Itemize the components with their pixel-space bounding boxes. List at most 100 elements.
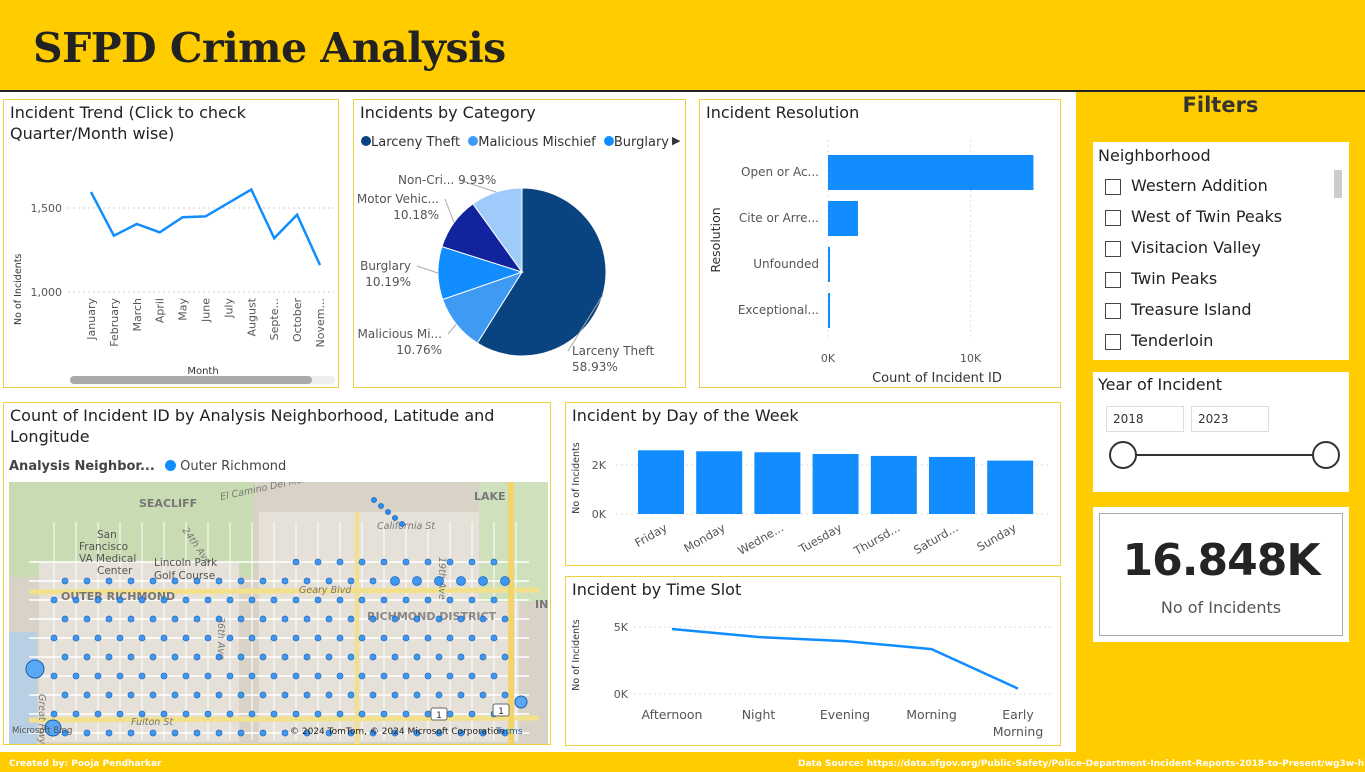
checkbox[interactable] [1105,302,1121,319]
neighborhood-option-label: Western Addition [1131,176,1268,195]
incident-dot [215,577,223,585]
resolution-bar [828,293,830,328]
incident-dot [83,691,91,699]
neighborhood-option[interactable]: Treasure Island [1105,299,1252,321]
year-slicer[interactable]: Year of Incident 2018 2023 [1093,372,1349,492]
incident-dot [490,634,498,642]
street-label: 36th Ave [215,617,226,660]
incident-dot [380,672,388,680]
incident-dot [50,672,58,680]
resolution-bar-chart[interactable]: 0K 10K Open or Ac... Cite or Arre... Unfound… [700,100,1062,389]
year-to-input[interactable]: 2023 [1191,406,1269,432]
timeslot-card[interactable]: Incident by Time Slot 5K 0K No of Incident… [565,576,1061,746]
incident-dot [402,596,410,604]
incident-dot [105,615,113,623]
incident-dot [72,710,80,718]
neighborhood-option[interactable]: West of Twin Peaks [1105,206,1282,228]
map-card[interactable]: Count of Incident ID by Analysis Neighbo… [3,402,551,745]
incident-dot [358,558,366,566]
street-label: California St [377,521,436,532]
year-from-input[interactable]: 2018 [1106,406,1184,432]
timeslot-line [671,627,1019,690]
checkbox[interactable] [1105,271,1121,288]
incident-dot [413,653,421,661]
incident-dot [457,729,465,737]
incident-dot [72,672,80,680]
neighborhood-option[interactable]: Visitacion Valley [1105,237,1261,259]
place-label: Golf Course [154,570,215,582]
year-slider-end-handle[interactable] [1312,441,1340,469]
incident-dot [94,672,102,680]
kpi-label: No of Incidents [1160,598,1282,617]
year-slider-start-handle[interactable] [1109,441,1137,469]
kpi-card: 16.848K No of Incidents [1093,507,1349,642]
neighborhood-option[interactable]: Western Addition [1105,175,1268,197]
incident-dot [457,653,465,661]
dow-card[interactable]: Incident by Day of the Week 2K 0K No of In… [565,402,1061,566]
incident-dot [446,558,454,566]
x-tick-label: Early [1002,707,1034,722]
incident-dot [259,729,267,737]
neighborhood-slicer[interactable]: Neighborhood Western Addition West of Twi… [1093,142,1349,360]
dow-bar-chart[interactable]: 2K 0K No of Incidents Friday Monday Wedne... T… [566,403,1062,567]
pie-leader-line [416,265,439,274]
checkbox[interactable] [1105,240,1121,257]
incident-dot [347,615,355,623]
incident-dot [44,719,62,737]
incident-dot [478,576,488,586]
incident-dot [314,558,322,566]
incident-dot [479,729,487,737]
category-card[interactable]: Incidents by Category Larceny Theft Mali… [353,99,686,388]
incident-dot [468,710,476,718]
incident-dot [182,710,190,718]
road-shield-label: 1 [436,711,442,721]
incident-dot [336,596,344,604]
slicer-scrollbar[interactable] [1334,170,1342,198]
incident-dot [446,672,454,680]
neighborhood-option[interactable]: Twin Peaks [1105,268,1217,290]
dow-bar [929,456,975,514]
checkbox[interactable] [1105,178,1121,195]
x-tick-label: April [154,298,167,323]
incident-trend-chart[interactable]: 1,500 1,000 No of Incidents January February… [4,100,340,389]
incident-dot [149,691,157,699]
y-axis-label: No of Incidents [571,619,582,690]
incident-dot [149,653,157,661]
map-title: Count of Incident ID by Analysis Neighbo… [10,406,495,446]
checkbox[interactable] [1105,209,1121,226]
place-label: Lincoln Park [154,557,218,569]
incident-dot [215,729,223,737]
major-road [28,587,540,595]
incident-dot [160,710,168,718]
incident-dot [270,710,278,718]
incident-trend-card[interactable]: Incident Trend (Click to check Quarter/M… [3,99,339,388]
incident-dot [292,634,300,642]
checkbox[interactable] [1105,333,1121,350]
incident-dot [61,729,69,737]
incident-dot [424,710,432,718]
resolution-card[interactable]: Incident Resolution 0K 10K Open or Ac... Ci… [699,99,1061,388]
incident-dot [83,729,91,737]
neighborhood-option[interactable]: Tenderloin [1105,330,1213,352]
category-pie-chart[interactable]: Larceny Theft 58.93% Malicious Mi... 10.76%… [354,100,687,389]
incident-dot [490,558,498,566]
incident-dot [237,729,245,737]
incident-dot [171,577,179,585]
incident-dot [72,634,80,642]
incident-dot [424,596,432,604]
timeslot-line-chart[interactable]: 5K 0K No of Incidents Afternoon Night Evening… [566,577,1062,747]
incident-dot [390,576,400,586]
pie-leader-line [567,295,604,352]
trend-line [89,187,322,266]
incident-dot [182,672,190,680]
incident-dot [116,672,124,680]
incident-dot [61,615,69,623]
y-tick-label: 0K [614,688,629,701]
legend-next-icon[interactable]: ▶ [672,134,681,147]
incident-dot [193,577,201,585]
incident-dot [248,672,256,680]
timeslot-title: Incident by Time Slot [572,580,742,599]
dow-bar [754,452,801,514]
incident-dot [391,691,399,699]
